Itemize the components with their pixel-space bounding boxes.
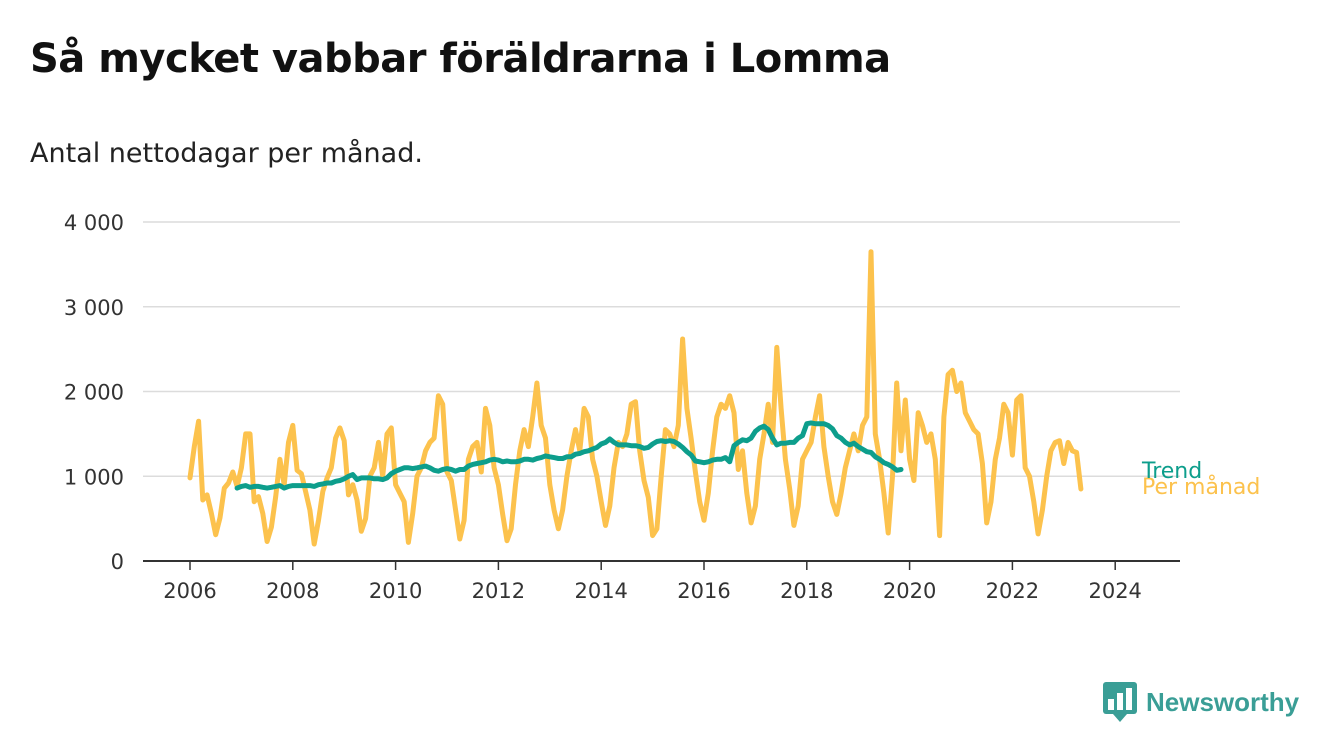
y-tick-label: 2 000	[64, 381, 124, 405]
x-tick-label: 2010	[369, 579, 422, 603]
y-tick-label: 4 000	[64, 211, 124, 235]
y-tick-label: 3 000	[64, 296, 124, 320]
chart-subtitle: Antal nettodagar per månad.	[30, 138, 423, 169]
x-axis-ticks: 2006 2008 2010 2012 2014 2016 2018 2020 2022 2024	[163, 561, 1142, 603]
x-tick-label: 2022	[986, 579, 1039, 603]
x-tick-label: 2018	[780, 579, 833, 603]
newsworthy-logo: Newsworthy	[1103, 682, 1299, 722]
x-tick-label: 2020	[883, 579, 936, 603]
bar-chart-chat-icon	[1103, 682, 1137, 722]
series-label-trend: Trend	[1141, 459, 1202, 484]
y-tick-label: 1 000	[64, 465, 124, 489]
brand-name: Newsworthy	[1146, 686, 1300, 717]
x-tick-label: 2014	[574, 579, 627, 603]
x-tick-label: 2024	[1088, 579, 1141, 603]
x-tick-label: 2006	[163, 579, 216, 603]
x-tick-label: 2008	[266, 579, 319, 603]
series-label-per-manad: Per månad	[1142, 474, 1260, 500]
y-axis-ticks: 0 1 000 2 000 3 000 4 000	[64, 211, 124, 574]
series-line-trend	[234, 420, 904, 491]
chart-title: Så mycket vabbar föräldrarna i Lomma	[30, 36, 891, 82]
x-tick-label: 2016	[677, 579, 730, 603]
series-line-per-manad	[187, 249, 1084, 547]
x-tick-label: 2012	[472, 579, 525, 603]
y-tick-label: 0	[111, 550, 124, 574]
series-lines	[187, 249, 1084, 547]
